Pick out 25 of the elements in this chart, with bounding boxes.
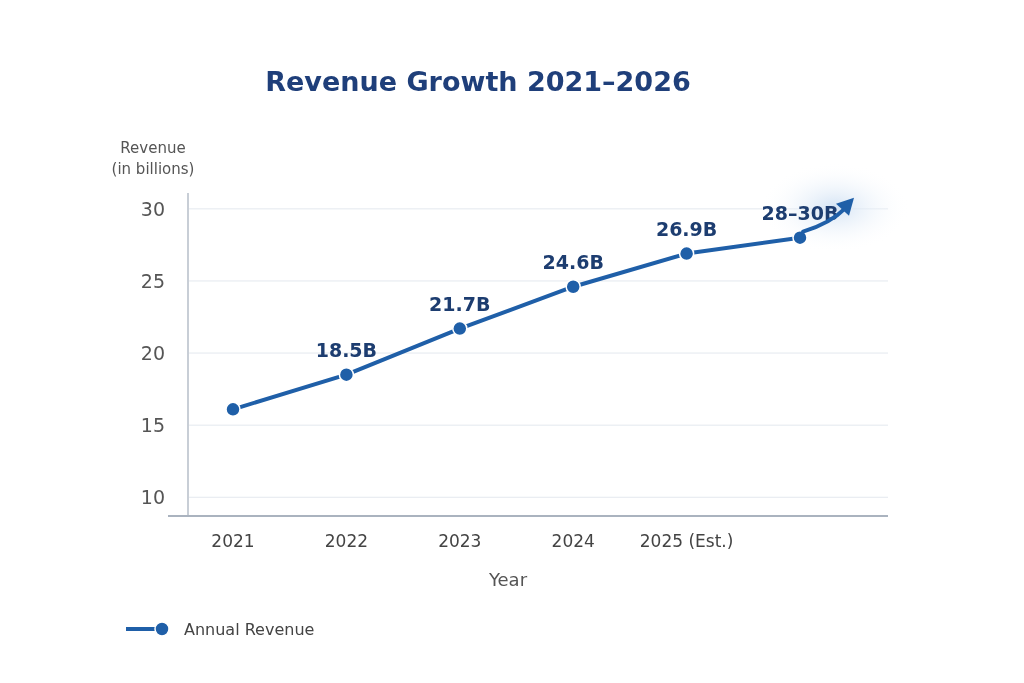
point	[338, 366, 355, 383]
x-tick-label: 2023	[438, 531, 482, 551]
data-label: 28–30B	[761, 201, 839, 224]
y-tick-label: 15	[140, 413, 165, 436]
x-tick-label: 2025 (Est.)	[639, 531, 734, 551]
data-label: 24.6B	[542, 250, 604, 273]
point	[678, 245, 695, 262]
x-tick-label: 2021	[211, 531, 255, 551]
x-tick-label: 2022	[324, 531, 369, 551]
data-label: 21.7B	[429, 292, 491, 315]
y-tick-label: 20	[140, 341, 165, 364]
x-axis-title: Year	[487, 569, 528, 590]
point	[792, 229, 808, 246]
y-tick-label: 10	[140, 485, 165, 508]
y-axis-title: Revenue (in billions)	[111, 139, 195, 178]
point	[225, 401, 241, 418]
point	[565, 278, 581, 295]
chart-title: Revenue Growth 2021–2026	[265, 66, 691, 97]
y-tick-label: 30	[140, 197, 165, 220]
point	[452, 320, 468, 337]
x-tick-label: 2024	[551, 531, 595, 551]
data-label: 26.9B	[655, 217, 718, 240]
data-label: 18.5B	[315, 338, 378, 361]
legend-label: Annual Revenue	[184, 619, 315, 639]
y-tick-label: 25	[140, 269, 165, 292]
